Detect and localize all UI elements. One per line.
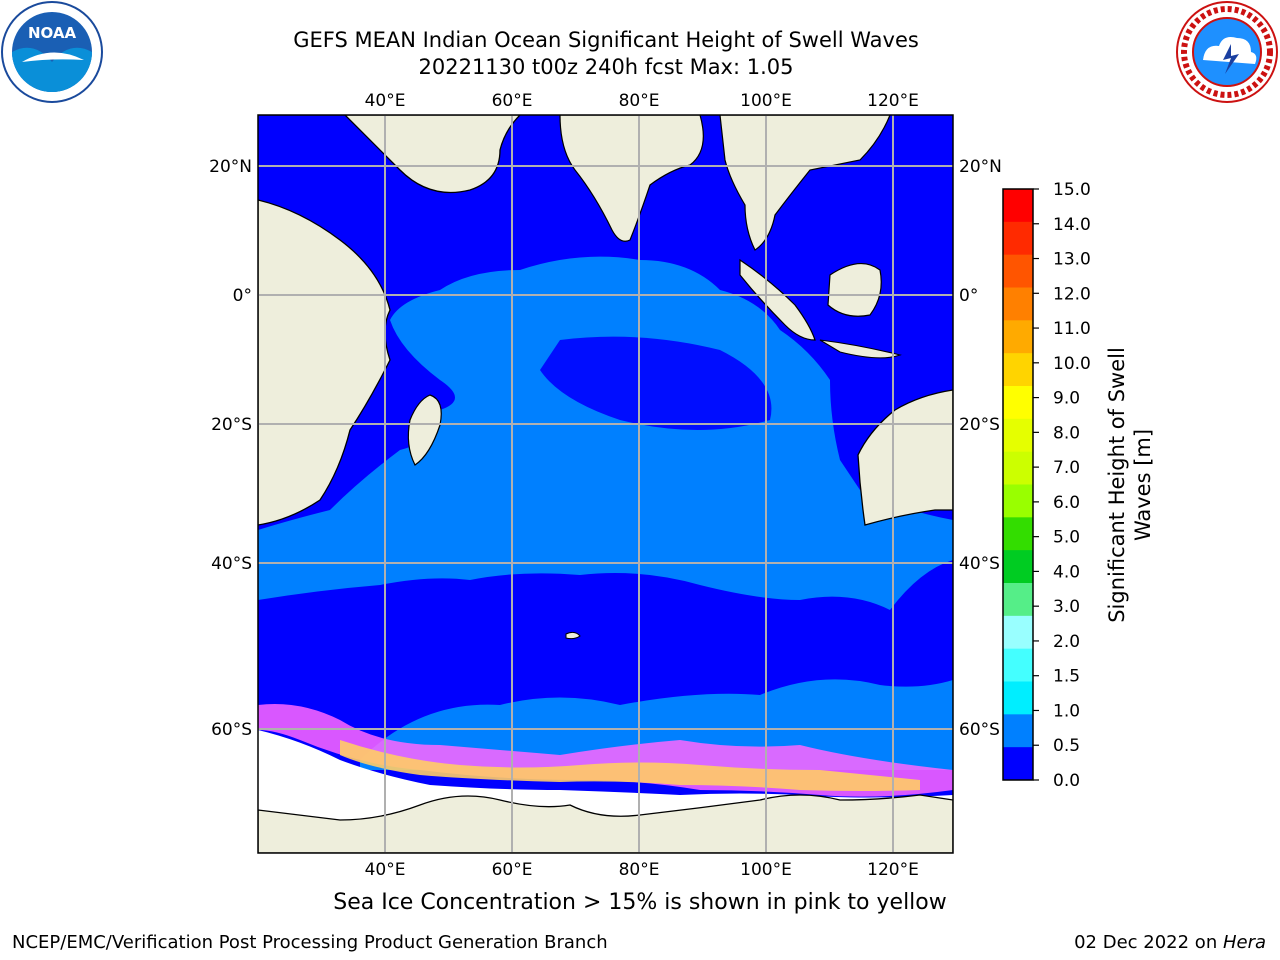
- lat-label-right: 0°: [959, 286, 978, 306]
- land-madagascar: [407, 394, 442, 466]
- colorbar-swatch: [1003, 484, 1033, 518]
- gridlines: [258, 115, 953, 853]
- colorbar-tick-label: 8.0: [1053, 423, 1080, 443]
- lon-label-bottom: 100°E: [740, 860, 792, 880]
- colorbar-tick-label: 15.0: [1053, 180, 1091, 200]
- ice-edge-yellow: [340, 740, 920, 791]
- colorbar-label-line2: Waves [m]: [1131, 429, 1155, 541]
- footer-host: Hera: [1222, 932, 1266, 953]
- lon-labels: 40°E 60°E 80°E 100°E 120°E 40°E 60°E 80°…: [365, 91, 919, 880]
- lat-label-left: 0°: [233, 286, 252, 306]
- land-india: [559, 115, 704, 242]
- colorbar-swatch: [1003, 320, 1033, 354]
- colorbar-swatch: [1003, 648, 1033, 682]
- map-area: [258, 115, 953, 853]
- colorbar-tick-label: 14.0: [1053, 215, 1091, 235]
- colorbar-swatch: [1003, 189, 1033, 223]
- lon-label-bottom: 120°E: [867, 860, 919, 880]
- lon-label-top: 120°E: [867, 91, 919, 111]
- colorbar-tick-label: 4.0: [1053, 562, 1080, 582]
- colorbar-tick-label: 7.0: [1053, 458, 1080, 478]
- land-indochina: [719, 115, 891, 251]
- lat-label-left: 60°S: [211, 720, 252, 740]
- swell-band-mid: [258, 256, 953, 610]
- colorbar-swatch: [1003, 583, 1033, 617]
- footer-producer: NCEP/EMC/Verification Post Processing Pr…: [12, 932, 608, 953]
- colorbar-swatch: [1003, 254, 1033, 288]
- colorbar-tick-label: 1.5: [1053, 667, 1080, 687]
- colorbar-swatch: [1003, 714, 1033, 748]
- lon-label-bottom: 60°E: [492, 860, 533, 880]
- colorbar-tick-label: 13.0: [1053, 250, 1091, 270]
- chart-subtitle: 20221130 t00z 240h fcst Max: 1.05: [418, 55, 794, 79]
- lon-label-top: 100°E: [740, 91, 792, 111]
- colorbar-swatch: [1003, 353, 1033, 387]
- noaa-logo-text: NOAA: [28, 24, 77, 42]
- lat-label-right: 20°N: [959, 157, 1002, 177]
- colorbar-tick-label: 5.0: [1053, 528, 1080, 548]
- lon-label-top: 60°E: [492, 91, 533, 111]
- colorbar-swatch: [1003, 747, 1033, 781]
- lat-label-left: 20°N: [209, 157, 252, 177]
- lat-label-right: 60°S: [959, 720, 1000, 740]
- footer-date: 02 Dec 2022 on Hera: [1074, 932, 1266, 953]
- chart-title: GEFS MEAN Indian Ocean Significant Heigh…: [293, 28, 919, 52]
- nws-logo: [1176, 1, 1278, 103]
- colorbar-tick-label: 0.5: [1053, 736, 1080, 756]
- colorbar-swatch: [1003, 386, 1033, 420]
- colorbar-swatch: [1003, 418, 1033, 453]
- colorbar-tick-label: 6.0: [1053, 493, 1080, 513]
- colorbar-tick-label: 11.0: [1053, 319, 1091, 339]
- footer-date-text: 02 Dec 2022 on: [1074, 932, 1223, 953]
- colorbar: 15.0 14.0 13.0 12.0 11.0 10.0 9.0 8.0 7.0 6.0 5.0 4…: [1002, 180, 1091, 791]
- sea-ice-note: Sea Ice Concentration > 15% is shown in …: [333, 890, 947, 915]
- lon-label-top: 40°E: [365, 91, 406, 111]
- land-arabia: [258, 115, 521, 194]
- colorbar-tick-label: 0.0: [1053, 771, 1080, 791]
- colorbar-tick-label: 9.0: [1053, 389, 1080, 409]
- colorbar-label-line1: Significant Height of Swell: [1105, 347, 1129, 623]
- lon-label-bottom: 40°E: [365, 860, 406, 880]
- colorbar-swatch: [1003, 681, 1033, 715]
- lat-labels-left: 20°N 0° 20°S 40°S 60°S: [209, 157, 252, 740]
- land-antarctica: [258, 794, 953, 853]
- land-sumatra: [739, 258, 816, 341]
- colorbar-tick-label: 1.0: [1053, 701, 1080, 721]
- colorbar-frame: [1002, 188, 1034, 781]
- colorbar-swatch: [1003, 451, 1033, 485]
- colorbar-swatch: [1003, 287, 1033, 321]
- lon-label-bottom: 80°E: [619, 860, 660, 880]
- colorbar-tick-label: 10.0: [1053, 354, 1091, 374]
- lat-labels-right: 20°N 0° 20°S 40°S 60°S: [959, 157, 1002, 740]
- lat-label-left: 20°S: [211, 415, 252, 435]
- land-java: [819, 339, 902, 359]
- lon-label-top: 80°E: [619, 91, 660, 111]
- land-africa: [258, 199, 391, 526]
- colorbar-swatch: [1003, 221, 1033, 256]
- lat-label-right: 20°S: [959, 415, 1000, 435]
- swell-band-low: [540, 336, 772, 430]
- land-kerguelen: [565, 631, 581, 640]
- colorbar-tick-label: 12.0: [1053, 284, 1091, 304]
- map-frame: [257, 114, 954, 854]
- lat-label-right: 40°S: [959, 554, 1000, 574]
- colorbar-swatch: [1003, 615, 1033, 650]
- land-borneo: [827, 263, 882, 317]
- colorbar-tick-label: 2.0: [1053, 632, 1080, 652]
- colorbar-swatch: [1003, 550, 1033, 584]
- noaa-logo: NOAA: [1, 1, 103, 103]
- lat-label-left: 40°S: [211, 554, 252, 574]
- colorbar-swatch: [1003, 517, 1033, 551]
- colorbar-tick-label: 3.0: [1053, 597, 1080, 617]
